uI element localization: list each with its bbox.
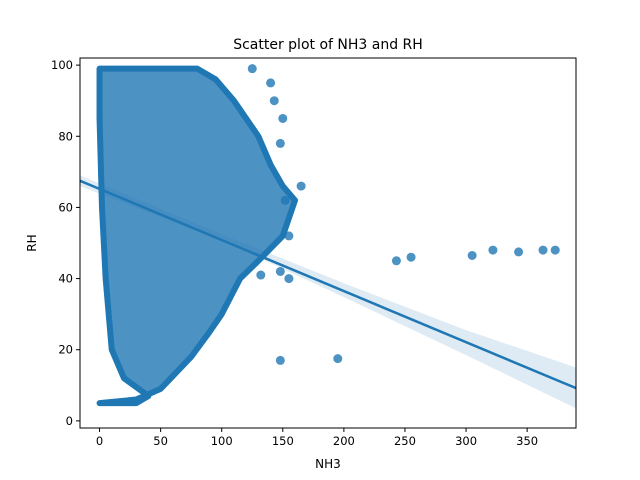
scatter-point: [284, 274, 294, 284]
x-tick-label: 50: [153, 434, 168, 448]
chart-title: Scatter plot of NH3 and RH: [233, 37, 423, 53]
y-axis: 0 20 40 60 80 100: [51, 58, 80, 428]
scatter-point: [275, 138, 285, 148]
x-tick-label: 350: [516, 434, 538, 448]
scatter-point: [391, 256, 401, 266]
plot-area: [80, 64, 576, 409]
x-tick-label: 0: [96, 434, 103, 448]
scatter-point: [488, 245, 498, 255]
y-axis-label: RH: [25, 234, 39, 251]
scatter-point: [278, 113, 288, 123]
scatter-point: [284, 231, 294, 241]
scatter-point: [296, 181, 306, 191]
x-tick-label: 200: [333, 434, 355, 448]
x-axis: 0 50 100 150 200 250 300 350: [96, 428, 538, 448]
scatter-point: [333, 354, 343, 364]
dense-point-cloud: [96, 65, 299, 407]
regression-line: [80, 179, 576, 390]
scatter-point: [275, 355, 285, 365]
axes-frame: [79, 57, 577, 429]
plot-content: [80, 64, 576, 409]
x-tick-label: 250: [394, 434, 416, 448]
scatter-point: [269, 96, 279, 106]
scatter-point: [538, 245, 548, 255]
x-tick-label: 100: [211, 434, 233, 448]
y-tick-label: 100: [51, 58, 73, 72]
y-tick-label: 80: [58, 129, 73, 143]
y-tick-label: 0: [66, 414, 73, 428]
scatter-point: [406, 252, 416, 262]
scatter-point: [467, 250, 477, 260]
scatter-point: [247, 64, 257, 74]
y-tick-label: 20: [58, 343, 73, 357]
scatter-point: [280, 195, 290, 205]
scatter-point: [550, 245, 560, 255]
y-tick-label: 60: [58, 200, 73, 214]
x-tick-label: 300: [455, 434, 477, 448]
scatter-point: [275, 266, 285, 276]
y-tick-label: 40: [58, 272, 73, 286]
x-tick-label: 150: [272, 434, 294, 448]
scatter-point: [514, 247, 524, 257]
scatter-point: [266, 78, 276, 88]
x-axis-label: NH3: [315, 457, 341, 471]
scatter-point: [256, 270, 266, 280]
